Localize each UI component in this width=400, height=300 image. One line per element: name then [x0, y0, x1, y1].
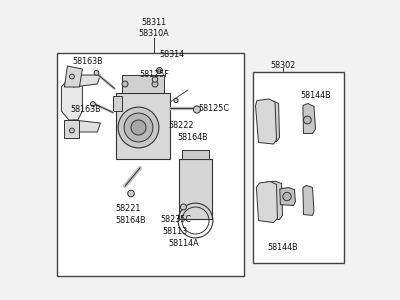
Circle shape — [283, 192, 291, 201]
Circle shape — [304, 116, 311, 124]
Polygon shape — [62, 78, 82, 120]
Circle shape — [122, 81, 128, 87]
Text: 58125C: 58125C — [198, 104, 230, 113]
Text: 58163B: 58163B — [72, 57, 103, 66]
Text: 58144B: 58144B — [268, 243, 298, 252]
Text: 58222: 58222 — [168, 122, 194, 130]
Polygon shape — [74, 75, 100, 87]
Polygon shape — [64, 120, 79, 138]
Circle shape — [152, 81, 158, 87]
Polygon shape — [263, 101, 280, 142]
Circle shape — [94, 70, 99, 75]
Polygon shape — [280, 188, 295, 206]
Circle shape — [124, 113, 153, 142]
Polygon shape — [303, 185, 314, 215]
Text: 58302: 58302 — [270, 61, 296, 70]
Polygon shape — [256, 99, 276, 144]
Polygon shape — [116, 93, 170, 159]
Circle shape — [180, 204, 186, 210]
Polygon shape — [182, 150, 209, 159]
Circle shape — [152, 77, 158, 82]
Polygon shape — [179, 159, 212, 219]
Text: 58125F: 58125F — [139, 70, 169, 79]
Polygon shape — [303, 103, 316, 134]
Polygon shape — [64, 66, 82, 87]
Circle shape — [131, 120, 146, 135]
Polygon shape — [256, 182, 278, 223]
Text: 58144B: 58144B — [300, 92, 331, 100]
Circle shape — [158, 69, 161, 72]
Bar — [252, 72, 344, 262]
Text: 58163B: 58163B — [70, 105, 101, 114]
Circle shape — [118, 107, 159, 148]
Text: 58221: 58221 — [116, 204, 141, 213]
Polygon shape — [113, 96, 122, 111]
Circle shape — [90, 102, 95, 106]
Text: 58164B: 58164B — [116, 216, 146, 225]
Bar — [57, 52, 244, 276]
Text: 58311: 58311 — [141, 18, 166, 27]
Text: 58114A: 58114A — [168, 239, 199, 248]
Circle shape — [128, 190, 134, 197]
Text: 58310A: 58310A — [138, 28, 169, 38]
Text: 58235C: 58235C — [160, 215, 191, 224]
Polygon shape — [122, 75, 164, 93]
Circle shape — [156, 68, 162, 74]
Text: 58113: 58113 — [162, 227, 188, 236]
Circle shape — [70, 128, 74, 133]
Text: 58164B: 58164B — [178, 134, 208, 142]
Polygon shape — [74, 120, 100, 132]
Polygon shape — [264, 181, 282, 220]
Text: 58314: 58314 — [160, 50, 185, 58]
Circle shape — [174, 98, 178, 103]
Circle shape — [194, 106, 201, 113]
Circle shape — [70, 74, 74, 79]
